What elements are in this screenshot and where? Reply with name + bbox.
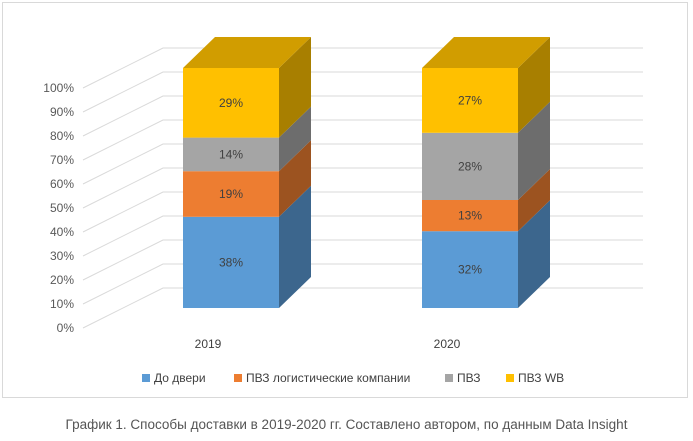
legend-label: До двери: [154, 371, 206, 385]
gridline: [82, 71, 643, 113]
y-tick-label: 0%: [57, 321, 75, 335]
y-tick-label: 80%: [50, 129, 74, 143]
gridline: [82, 263, 643, 305]
gridline: [82, 143, 643, 185]
bar-segment-front: [422, 68, 518, 133]
data-label: 14%: [219, 147, 243, 161]
legend-item: ПВЗ логистические компании: [234, 371, 410, 385]
gridline: [82, 239, 643, 281]
bar-stack-2019: 38% 19% 14% 29%: [183, 37, 311, 308]
x-tick-label: 2019: [195, 337, 222, 351]
gridline: [82, 47, 643, 89]
legend-label: ПВЗ логистические компании: [246, 371, 410, 385]
data-label: 27%: [458, 93, 482, 107]
data-label: 13%: [458, 209, 482, 223]
gridline: [82, 215, 643, 257]
data-label: 38%: [219, 255, 243, 269]
bar-segment-side: [279, 37, 311, 138]
stacked-3d-bar-chart: 0% 10% 20% 30% 40% 50% 60% 70% 80% 90% 100% 38% 19%…: [43, 37, 643, 385]
bar-segment-front: [183, 137, 279, 172]
figure-caption: График 1. Способы доставки в 2019-2020 г…: [65, 417, 628, 432]
legend-swatch: [506, 374, 514, 382]
bar-segment-side: [518, 200, 550, 308]
legend-label: ПВЗ: [457, 371, 480, 385]
y-tick-label: 90%: [50, 105, 74, 119]
bar-stack-2020: 32% 13% 28% 27%: [422, 37, 550, 308]
bar-segment-side: [279, 185, 311, 308]
legend-item: ПВЗ: [445, 371, 480, 385]
y-tick-label: 50%: [50, 201, 74, 215]
bar-segment-top: [183, 37, 311, 68]
data-label: 29%: [219, 96, 243, 110]
bar-segment-top: [422, 37, 550, 68]
x-axis-tick-labels: 2019 2020: [195, 337, 461, 351]
bar-segment-front: [183, 216, 279, 308]
data-label: 19%: [219, 187, 243, 201]
gridline: [82, 191, 643, 233]
y-tick-label: 40%: [50, 225, 74, 239]
y-tick-label: 10%: [50, 297, 74, 311]
bar-segment-side: [279, 140, 311, 217]
gridline: [82, 119, 643, 161]
bar-segment-side: [518, 101, 550, 200]
bar-segment-front: [183, 171, 279, 217]
bar-segment-side: [279, 106, 311, 172]
legend-swatch: [142, 374, 150, 382]
legend-swatch: [445, 374, 453, 382]
y-tick-label: 100%: [43, 81, 74, 95]
y-tick-label: 70%: [50, 153, 74, 167]
gridline: [82, 95, 643, 137]
y-tick-label: 30%: [50, 249, 74, 263]
legend-swatch: [234, 374, 242, 382]
bar-segment-side: [518, 37, 550, 133]
bar-segment-front: [422, 231, 518, 308]
bar-segment-front: [422, 132, 518, 200]
data-label: 28%: [458, 159, 482, 173]
bar-segment-front: [183, 68, 279, 138]
bar-segment-side: [518, 169, 550, 232]
legend-label: ПВЗ WB: [518, 371, 564, 385]
gridline: [82, 287, 643, 329]
y-tick-label: 60%: [50, 177, 74, 191]
y-axis-tick-labels: 0% 10% 20% 30% 40% 50% 60% 70% 80% 90% 100%: [43, 81, 74, 335]
legend-item: До двери: [142, 371, 206, 385]
data-label: 32%: [458, 263, 482, 277]
grid-layer: [82, 47, 643, 329]
chart-frame: 0% 10% 20% 30% 40% 50% 60% 70% 80% 90% 100% 38% 19%…: [2, 2, 688, 398]
x-tick-label: 2020: [434, 337, 461, 351]
bars-layer: 38% 19% 14% 29% 32% 13% 28% 27%: [183, 37, 550, 308]
y-tick-label: 20%: [50, 273, 74, 287]
legend: До двери ПВЗ логистические компании ПВЗ ПВЗ…: [142, 371, 564, 385]
legend-item: ПВЗ WB: [506, 371, 564, 385]
gridline: [82, 167, 643, 209]
bar-segment-front: [422, 200, 518, 232]
